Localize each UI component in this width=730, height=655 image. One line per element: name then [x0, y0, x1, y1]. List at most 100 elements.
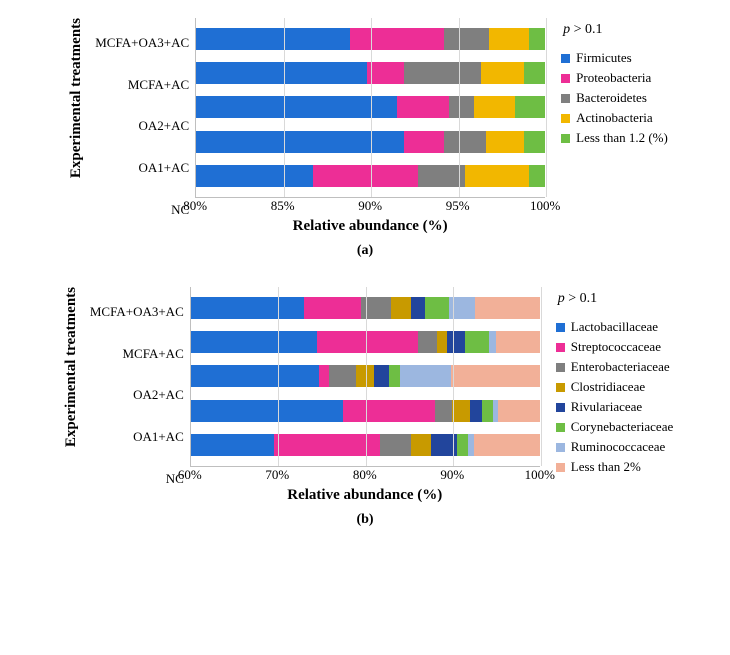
- bar-segment: [449, 96, 473, 118]
- bar-segment: [191, 331, 318, 353]
- panel-a-plot-area: [195, 18, 545, 198]
- bar-segment: [400, 365, 451, 387]
- panel-b-sublabel: (b): [356, 512, 373, 528]
- x-tick-label: 95%: [446, 198, 470, 214]
- legend-label: Clostridiaceae: [571, 379, 645, 395]
- legend-swatch: [561, 94, 570, 103]
- bar-segment: [482, 400, 493, 422]
- category-label: MCFA+OA3+AC: [85, 32, 189, 54]
- category-label: OA1+AC: [85, 157, 189, 179]
- legend-swatch: [556, 443, 565, 452]
- legend-label: Ruminococcaceae: [571, 439, 666, 455]
- panel-b-x-axis: 60%70%80%90%100%: [190, 467, 540, 485]
- x-tick-label: 85%: [271, 198, 295, 214]
- legend-item: Lactobacillaceae: [556, 319, 673, 335]
- legend-label: Rivulariaceae: [571, 399, 642, 415]
- panel-b-plot-frame: MCFA+OA3+ACMCFA+ACOA2+ACOA1+ACNC 60%70%8…: [190, 287, 540, 504]
- bar-segment: [444, 131, 486, 153]
- panel-a-body: Experimental treatments MCFA+OA3+ACMCFA+…: [62, 18, 668, 235]
- bar-segment: [444, 28, 489, 50]
- legend-swatch: [556, 343, 565, 352]
- bar-segment: [489, 331, 496, 353]
- gridline: [541, 287, 542, 466]
- gridline: [546, 18, 547, 197]
- panel-b-x-axis-label: Relative abundance (%): [190, 487, 540, 504]
- legend-item: Actinobacteria: [561, 110, 668, 126]
- bar-segment: [418, 331, 437, 353]
- legend-item: Clostridiaceae: [556, 379, 673, 395]
- x-tick-label: 80%: [353, 467, 377, 483]
- legend-label: Less than 1.2 (%): [576, 130, 668, 146]
- legend-label: Firmicutes: [576, 50, 632, 66]
- category-label: NC: [80, 468, 184, 490]
- bar-segment: [524, 131, 545, 153]
- bar-segment: [529, 165, 545, 187]
- bar-segment: [404, 131, 444, 153]
- panel-a-legend: p > 0.1 Firmicutes Proteobacteria Bacteroi…: [545, 18, 668, 150]
- bar-segment: [319, 365, 329, 387]
- panel-a: Experimental treatments MCFA+OA3+ACMCFA+…: [24, 18, 706, 259]
- gridline: [278, 287, 279, 466]
- legend-label: Bacteroidetes: [576, 90, 647, 106]
- legend-item: Enterobacteriaceae: [556, 359, 673, 375]
- bar-segment: [452, 400, 469, 422]
- gridline: [284, 18, 285, 197]
- bar-segment: [191, 297, 304, 319]
- legend-label: Less than 2%: [571, 459, 641, 475]
- bar-segment: [435, 400, 452, 422]
- bar-segment: [196, 96, 397, 118]
- bar-segment: [474, 96, 516, 118]
- x-tick-label: 70%: [265, 467, 289, 483]
- x-tick-label: 100%: [525, 467, 555, 483]
- legend-item: Rivulariaceae: [556, 399, 673, 415]
- category-label: OA2+AC: [80, 384, 184, 406]
- legend-swatch: [556, 323, 565, 332]
- legend-label: Corynebacteriaceae: [571, 419, 673, 435]
- bar-segment: [470, 400, 482, 422]
- bar-segment: [196, 28, 350, 50]
- legend-swatch: [561, 134, 570, 143]
- legend-item: Firmicutes: [561, 50, 668, 66]
- legend-label: Enterobacteriaceae: [571, 359, 670, 375]
- bar-segment: [481, 62, 525, 84]
- legend-swatch: [561, 74, 570, 83]
- bar-segment: [397, 96, 449, 118]
- bar-segment: [404, 62, 481, 84]
- category-label: OA1+AC: [80, 426, 184, 448]
- panel-b-y-axis-label: Experimental treatments: [57, 287, 80, 447]
- x-tick-label: 90%: [358, 198, 382, 214]
- bar-segment: [411, 434, 430, 456]
- gridline: [453, 287, 454, 466]
- panel-a-x-axis: 80%85%90%95%100%: [195, 198, 545, 216]
- legend-item: Streptococcaceae: [556, 339, 673, 355]
- bar-segment: [343, 400, 435, 422]
- legend-label: Proteobacteria: [576, 70, 651, 86]
- bar-segment: [457, 434, 468, 456]
- bar-segment: [389, 365, 400, 387]
- bar-segment: [196, 62, 367, 84]
- panel-b-category-labels: MCFA+OA3+ACMCFA+ACOA2+ACOA1+ACNC: [80, 287, 184, 504]
- panel-b-body: Experimental treatments MCFA+OA3+ACMCFA+…: [57, 287, 673, 504]
- legend-item: Proteobacteria: [561, 70, 668, 86]
- panel-b-plot-area: [190, 287, 540, 467]
- bar-segment: [447, 331, 464, 353]
- bar-segment: [350, 28, 444, 50]
- bar-segment: [475, 297, 540, 319]
- legend-swatch: [556, 363, 565, 372]
- bar-segment: [498, 400, 540, 422]
- bar-segment: [367, 62, 404, 84]
- bar-segment: [411, 297, 425, 319]
- bar-segment: [515, 96, 545, 118]
- category-label: NC: [85, 199, 189, 221]
- x-tick-label: 90%: [440, 467, 464, 483]
- legend-swatch: [561, 54, 570, 63]
- bar-segment: [196, 131, 404, 153]
- bar-segment: [524, 62, 545, 84]
- legend-item: Corynebacteriaceae: [556, 419, 673, 435]
- panel-a-p-value: p > 0.1: [563, 22, 668, 38]
- panel-b: Experimental treatments MCFA+OA3+ACMCFA+…: [24, 287, 706, 528]
- bar-segment: [529, 28, 545, 50]
- bar-segment: [274, 434, 380, 456]
- category-label: MCFA+AC: [85, 74, 189, 96]
- bar-segment: [489, 28, 529, 50]
